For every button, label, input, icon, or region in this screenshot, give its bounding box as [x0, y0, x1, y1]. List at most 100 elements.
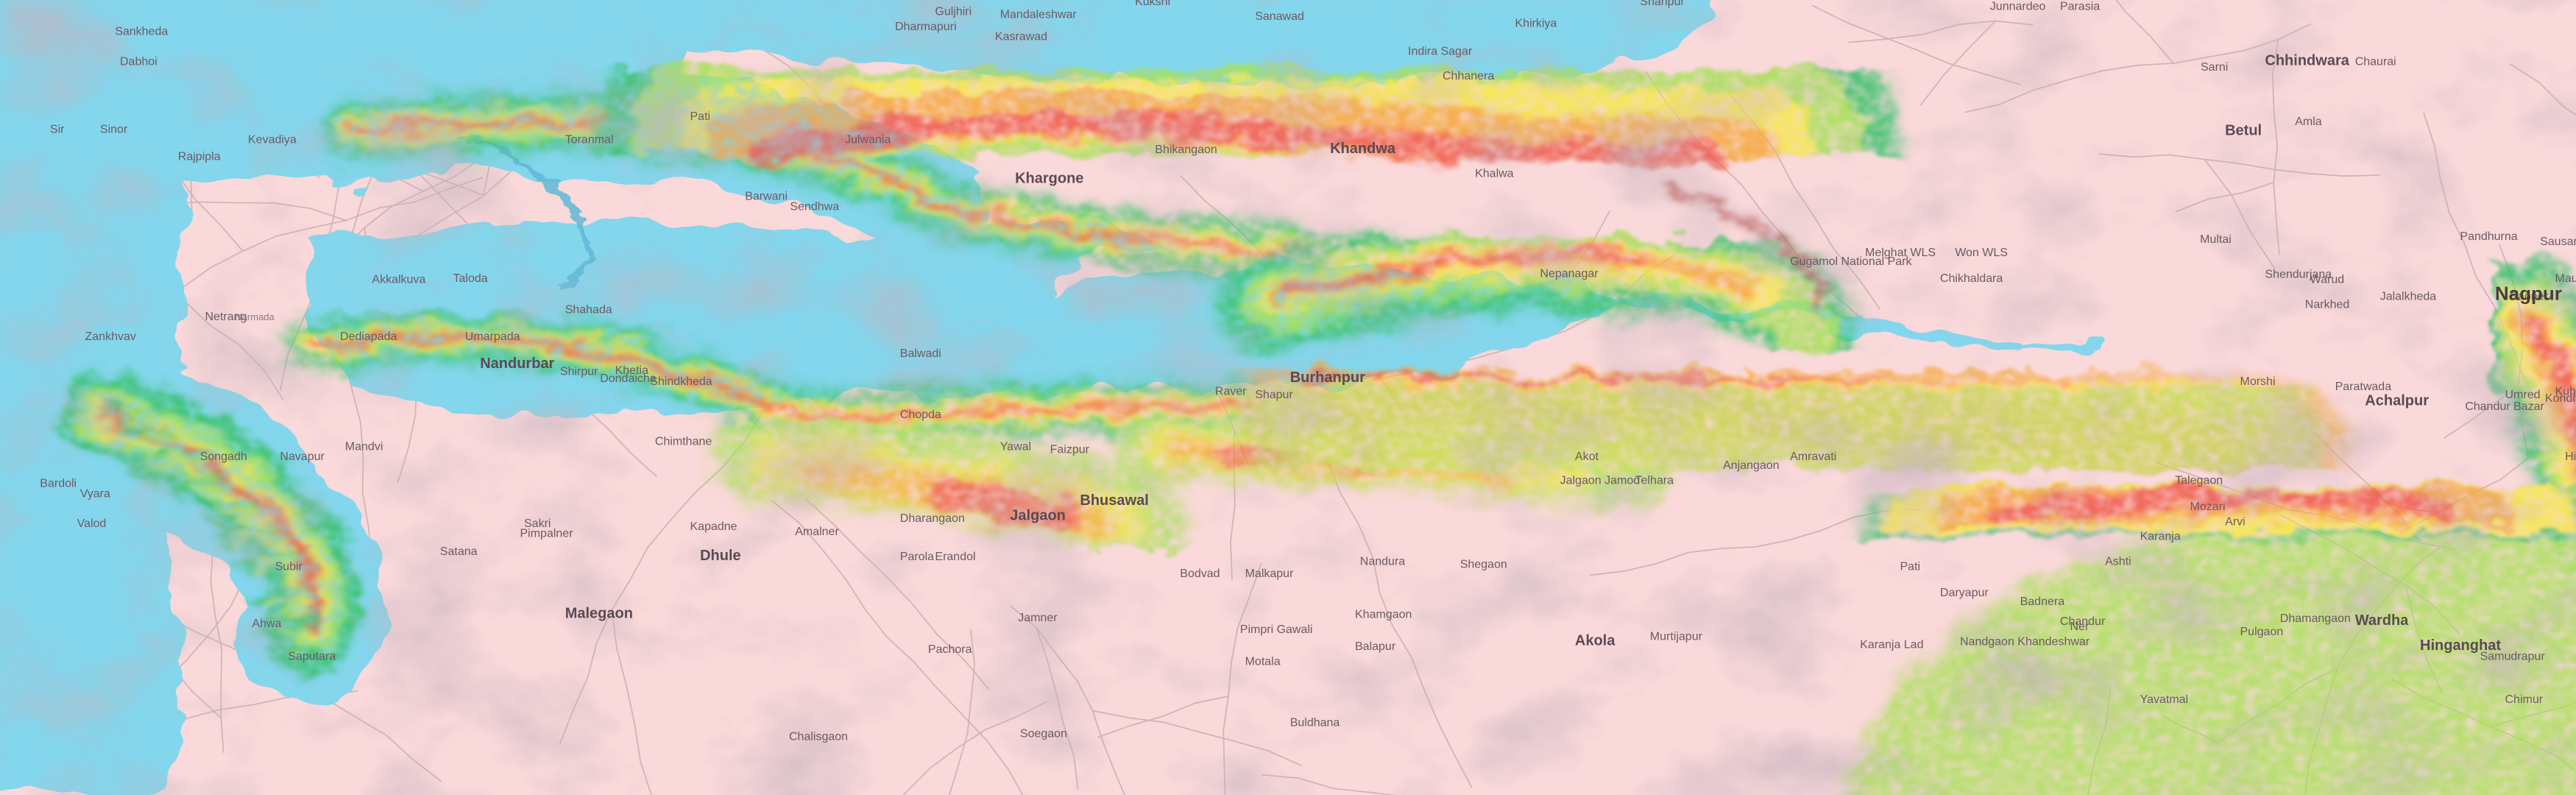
svg-text:Balapur: Balapur: [1355, 640, 1396, 653]
svg-text:Kasrawad: Kasrawad: [995, 30, 1047, 43]
svg-text:Kevadiya: Kevadiya: [248, 133, 297, 146]
svg-text:Umarpada: Umarpada: [465, 331, 520, 343]
svg-text:Khamgaon: Khamgaon: [1355, 609, 1412, 621]
svg-text:Yavatmal: Yavatmal: [2140, 693, 2189, 706]
svg-text:Junnardeo: Junnardeo: [1990, 1, 2046, 13]
svg-text:Nandurbar: Nandurbar: [480, 356, 554, 372]
svg-text:Jalgaon: Jalgaon: [1010, 508, 1066, 524]
svg-text:Gugamol National Park: Gugamol National Park: [1790, 255, 1912, 268]
svg-text:Talegaon: Talegaon: [2175, 475, 2223, 487]
svg-text:Bardoli: Bardoli: [40, 478, 77, 490]
svg-text:Mandaleshwar: Mandaleshwar: [1000, 9, 1078, 21]
svg-text:Shegaon: Shegaon: [1460, 559, 1507, 571]
svg-text:Sinor: Sinor: [100, 124, 128, 136]
svg-text:Shendurjana: Shendurjana: [2265, 269, 2332, 281]
svg-text:Subir: Subir: [275, 561, 303, 573]
svg-text:Khirkiya: Khirkiya: [1515, 18, 1557, 30]
svg-text:Narkhed: Narkhed: [2305, 299, 2349, 311]
svg-text:Navapur: Navapur: [280, 451, 325, 463]
svg-text:Toranmal: Toranmal: [565, 133, 614, 146]
svg-text:Badnera: Badnera: [2020, 596, 2065, 608]
svg-text:Akot: Akot: [1575, 451, 1599, 463]
svg-text:Pachora: Pachora: [928, 643, 972, 656]
svg-text:Pulgaon: Pulgaon: [2240, 626, 2284, 638]
svg-text:Achalpur: Achalpur: [2365, 392, 2429, 409]
svg-text:Mauda: Mauda: [2555, 272, 2576, 285]
svg-text:Hinganghat: Hinganghat: [2420, 637, 2501, 654]
svg-text:Amravati: Amravati: [1790, 451, 1836, 463]
svg-text:Valod: Valod: [77, 517, 107, 530]
svg-text:Karanja Lad: Karanja Lad: [1860, 638, 1923, 651]
svg-text:Dhamangaon: Dhamangaon: [2280, 612, 2351, 625]
svg-text:Karanja: Karanja: [2140, 531, 2181, 543]
svg-text:Narmada: Narmada: [235, 311, 275, 322]
svg-text:Hingna: Hingna: [2565, 451, 2576, 463]
svg-text:Pimpri Gawali: Pimpri Gawali: [1240, 623, 1313, 636]
svg-text:Kukshi: Kukshi: [1135, 0, 1170, 8]
svg-text:Sakri: Sakri: [524, 517, 551, 530]
svg-text:Parasia: Parasia: [2060, 1, 2100, 13]
svg-text:Chhindwara: Chhindwara: [2265, 52, 2349, 68]
svg-text:Amalner: Amalner: [795, 526, 839, 538]
svg-text:Akola: Akola: [1575, 632, 1616, 649]
svg-text:Ashti: Ashti: [2105, 556, 2131, 568]
svg-text:Umred: Umred: [2505, 389, 2541, 401]
svg-text:Wardha: Wardha: [2355, 612, 2409, 629]
svg-text:Chalisgaon: Chalisgaon: [789, 730, 848, 743]
svg-text:Soegaon: Soegaon: [1020, 727, 1067, 740]
svg-text:Arvi: Arvi: [2225, 515, 2246, 528]
svg-text:Dabhoi: Dabhoi: [120, 55, 158, 68]
svg-text:Khandwa: Khandwa: [1330, 141, 1396, 157]
svg-text:Nandgaon Khandeshwar: Nandgaon Khandeshwar: [1960, 635, 2090, 648]
svg-text:Jamner: Jamner: [1018, 612, 1058, 624]
svg-text:Sir: Sir: [50, 124, 65, 136]
svg-text:Jalalkheda: Jalalkheda: [2380, 291, 2437, 303]
svg-text:Chimthane: Chimthane: [655, 436, 712, 448]
svg-text:Jalgaon Jamod: Jalgaon Jamod: [1560, 475, 1641, 487]
svg-text:Paratwada: Paratwada: [2335, 381, 2392, 393]
svg-text:Saputara: Saputara: [288, 651, 336, 663]
svg-text:Amla: Amla: [2295, 116, 2322, 128]
svg-text:Raver: Raver: [1215, 386, 1247, 398]
svg-text:Chikhaldara: Chikhaldara: [1940, 272, 2003, 285]
svg-text:Dhule: Dhule: [700, 548, 741, 564]
svg-text:Multai: Multai: [2200, 233, 2232, 246]
svg-text:Malkapur: Malkapur: [1245, 568, 1294, 580]
svg-text:Yawal: Yawal: [1000, 440, 1031, 453]
svg-text:Ahwa: Ahwa: [252, 618, 281, 630]
svg-text:Sendhwa: Sendhwa: [790, 200, 839, 213]
svg-text:Dediapada: Dediapada: [340, 331, 397, 343]
svg-text:Shirpur: Shirpur: [560, 366, 598, 378]
svg-text:Vyara: Vyara: [80, 487, 110, 500]
svg-text:Betul: Betul: [2225, 122, 2262, 138]
svg-text:Songadh: Songadh: [200, 451, 247, 463]
svg-text:Morshi: Morshi: [2240, 375, 2276, 388]
svg-text:Dondaicha: Dondaicha: [600, 372, 657, 385]
svg-text:Won WLS: Won WLS: [1955, 247, 2008, 259]
svg-text:Anjangaon: Anjangaon: [1723, 459, 1780, 472]
svg-text:Pati: Pati: [690, 110, 711, 123]
svg-text:Kuhi: Kuhi: [2555, 386, 2576, 398]
svg-text:Nepanagar: Nepanagar: [1540, 267, 1599, 280]
svg-text:Murtijapur: Murtijapur: [1650, 631, 1703, 643]
svg-text:Taloda: Taloda: [453, 272, 488, 285]
svg-text:Khargone: Khargone: [1015, 171, 1083, 187]
svg-text:Shapur: Shapur: [1255, 389, 1293, 401]
svg-text:Zankhvav: Zankhvav: [85, 331, 136, 343]
svg-text:Satana: Satana: [440, 545, 478, 558]
svg-text:Balwadi: Balwadi: [900, 347, 941, 360]
svg-text:Sanawad: Sanawad: [1255, 10, 1304, 23]
svg-text:Shahpur: Shahpur: [1640, 0, 1685, 8]
svg-text:Burhanpur: Burhanpur: [1290, 370, 1365, 386]
svg-text:Parola: Parola: [900, 551, 934, 563]
svg-text:Pandhurna: Pandhurna: [2460, 230, 2517, 243]
svg-text:Pati: Pati: [1900, 561, 1921, 573]
svg-text:Telhara: Telhara: [1635, 475, 1674, 487]
svg-text:Dharangaon: Dharangaon: [900, 512, 965, 525]
svg-text:Barwani: Barwani: [745, 191, 788, 203]
svg-text:Julwania: Julwania: [845, 133, 891, 146]
svg-text:Sarni: Sarni: [2201, 61, 2228, 74]
svg-text:Nagpur: Nagpur: [2495, 283, 2562, 305]
svg-text:Dharmapuri: Dharmapuri: [895, 21, 957, 33]
svg-text:Chimur: Chimur: [2505, 693, 2544, 706]
